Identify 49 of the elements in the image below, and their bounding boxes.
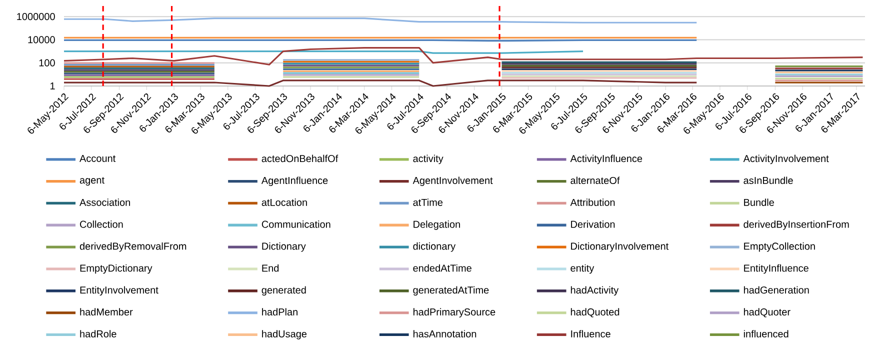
legend-label: Association: [80, 198, 130, 206]
legend-label: atLocation: [262, 198, 307, 206]
legend-label: hadRole: [80, 330, 116, 338]
legend-label: Communication: [262, 220, 330, 228]
legend-label: End: [262, 264, 279, 272]
legend-label: AgentInvolvement: [412, 176, 493, 186]
legend-label: generated: [262, 286, 306, 296]
legend-label: hadUsage: [262, 330, 307, 340]
legend-label: agent: [80, 177, 104, 186]
legend-label: atTime: [413, 198, 443, 206]
legend-label: endedAtTime: [413, 264, 472, 272]
legend-label: EmptyDictionary: [80, 264, 152, 274]
legend-label: DictionaryInvolvement: [571, 242, 669, 252]
legend-label: EntityInfluence: [744, 264, 808, 274]
legend-label: derivedByRemovalFrom: [80, 242, 186, 252]
legend-label: hadQuoted: [570, 308, 620, 318]
legend-label: dictionary: [413, 242, 456, 252]
legend-label: Attribution: [570, 198, 615, 206]
legend-label: ActivityInfluence: [570, 154, 642, 164]
legend-label: Dictionary: [262, 242, 306, 252]
legend-label: Delegation: [414, 220, 460, 230]
y-tick-label: 1: [50, 82, 55, 90]
legend-label: Derivation: [571, 220, 615, 228]
y-tick-label: 100: [39, 59, 55, 66]
legend-label: hadMember: [80, 308, 133, 316]
legend-label: actedOnBehalfOf: [262, 154, 338, 162]
legend-label: influenced: [744, 330, 788, 338]
legend-label: hasAnnotation: [413, 330, 476, 338]
legend-label: Account: [80, 154, 116, 162]
legend-label: ActivityInvolvement: [743, 154, 829, 164]
legend-label: activity: [413, 154, 444, 164]
y-tick-label: 10000: [28, 36, 55, 44]
legend-label: alternateOf: [570, 176, 620, 184]
legend-label: generatedAtTime: [413, 286, 489, 296]
legend-label: hadQuoter: [744, 308, 790, 318]
legend-label: EntityInvolvement: [80, 286, 158, 296]
y-tick-label: 1000000: [17, 13, 55, 20]
legend-label: EmptyCollection: [744, 242, 815, 252]
legend-label: hadGeneration: [744, 286, 809, 294]
legend-label: asInBundle: [744, 176, 793, 184]
legend-label: hadPlan: [262, 308, 298, 316]
legend-label: hadPrimarySource: [413, 308, 496, 318]
legend-label: hadActivity: [570, 286, 619, 296]
legend-label: Bundle: [744, 198, 774, 206]
legend-label: AgentInfluence: [261, 176, 328, 186]
legend-label: derivedByInsertionFrom: [744, 220, 849, 230]
legend-label: Influence: [571, 330, 610, 338]
legend-label: Collection: [80, 220, 123, 228]
legend-label: entity: [570, 264, 594, 274]
